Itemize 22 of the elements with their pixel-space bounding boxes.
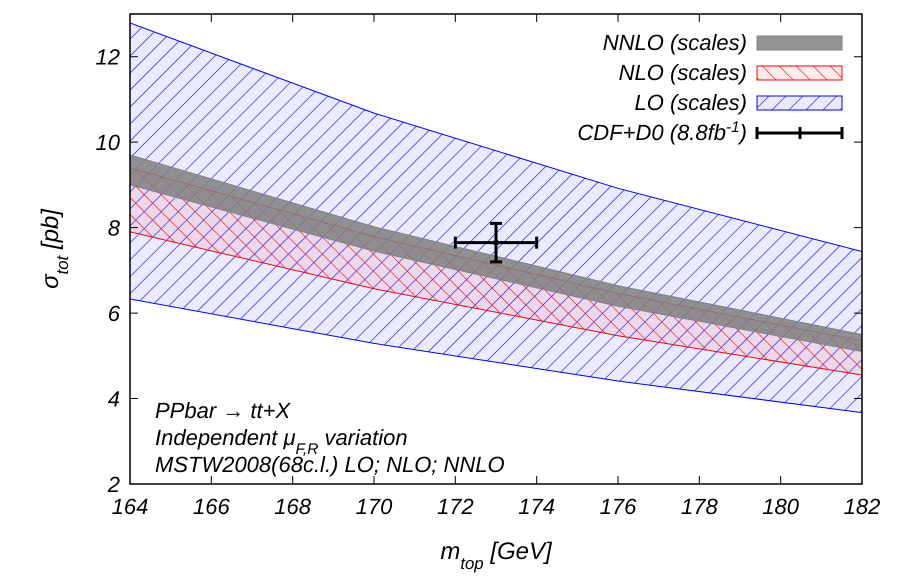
x-tick-label: 178 — [680, 494, 718, 519]
y-tick-label: 12 — [96, 44, 120, 70]
y-tick-label: 10 — [96, 130, 121, 156]
x-tick-label: 166 — [192, 494, 230, 519]
annotation: PPbar → tt+X — [155, 398, 292, 423]
x-tick-label: 164 — [112, 494, 148, 519]
x-axis-title: m$_{top}$ [GeV] — [440, 538, 554, 572]
y-tick-label: 2 — [106, 472, 120, 497]
x-tick-label: 182 — [844, 494, 880, 519]
x-tick-label: 176 — [600, 494, 638, 519]
x-tick-label: 172 — [436, 494, 474, 519]
legend-label: NLO (scales) — [618, 60, 747, 85]
legend-label: NNLO (scales) — [602, 30, 747, 55]
x-tick-label: 168 — [274, 494, 312, 519]
x-tick-label: 174 — [518, 494, 556, 519]
y-tick-label: 4 — [108, 386, 120, 412]
x-tick-label: 170 — [356, 494, 394, 519]
y-tick-label: 6 — [108, 301, 121, 326]
y-tick-label: 8 — [108, 216, 121, 241]
legend-label: LO (scales) — [634, 90, 747, 115]
legend-label: CDF+D0 (8.8fb$^{-1}$) — [577, 118, 747, 145]
x-tick-label: 180 — [762, 494, 800, 519]
